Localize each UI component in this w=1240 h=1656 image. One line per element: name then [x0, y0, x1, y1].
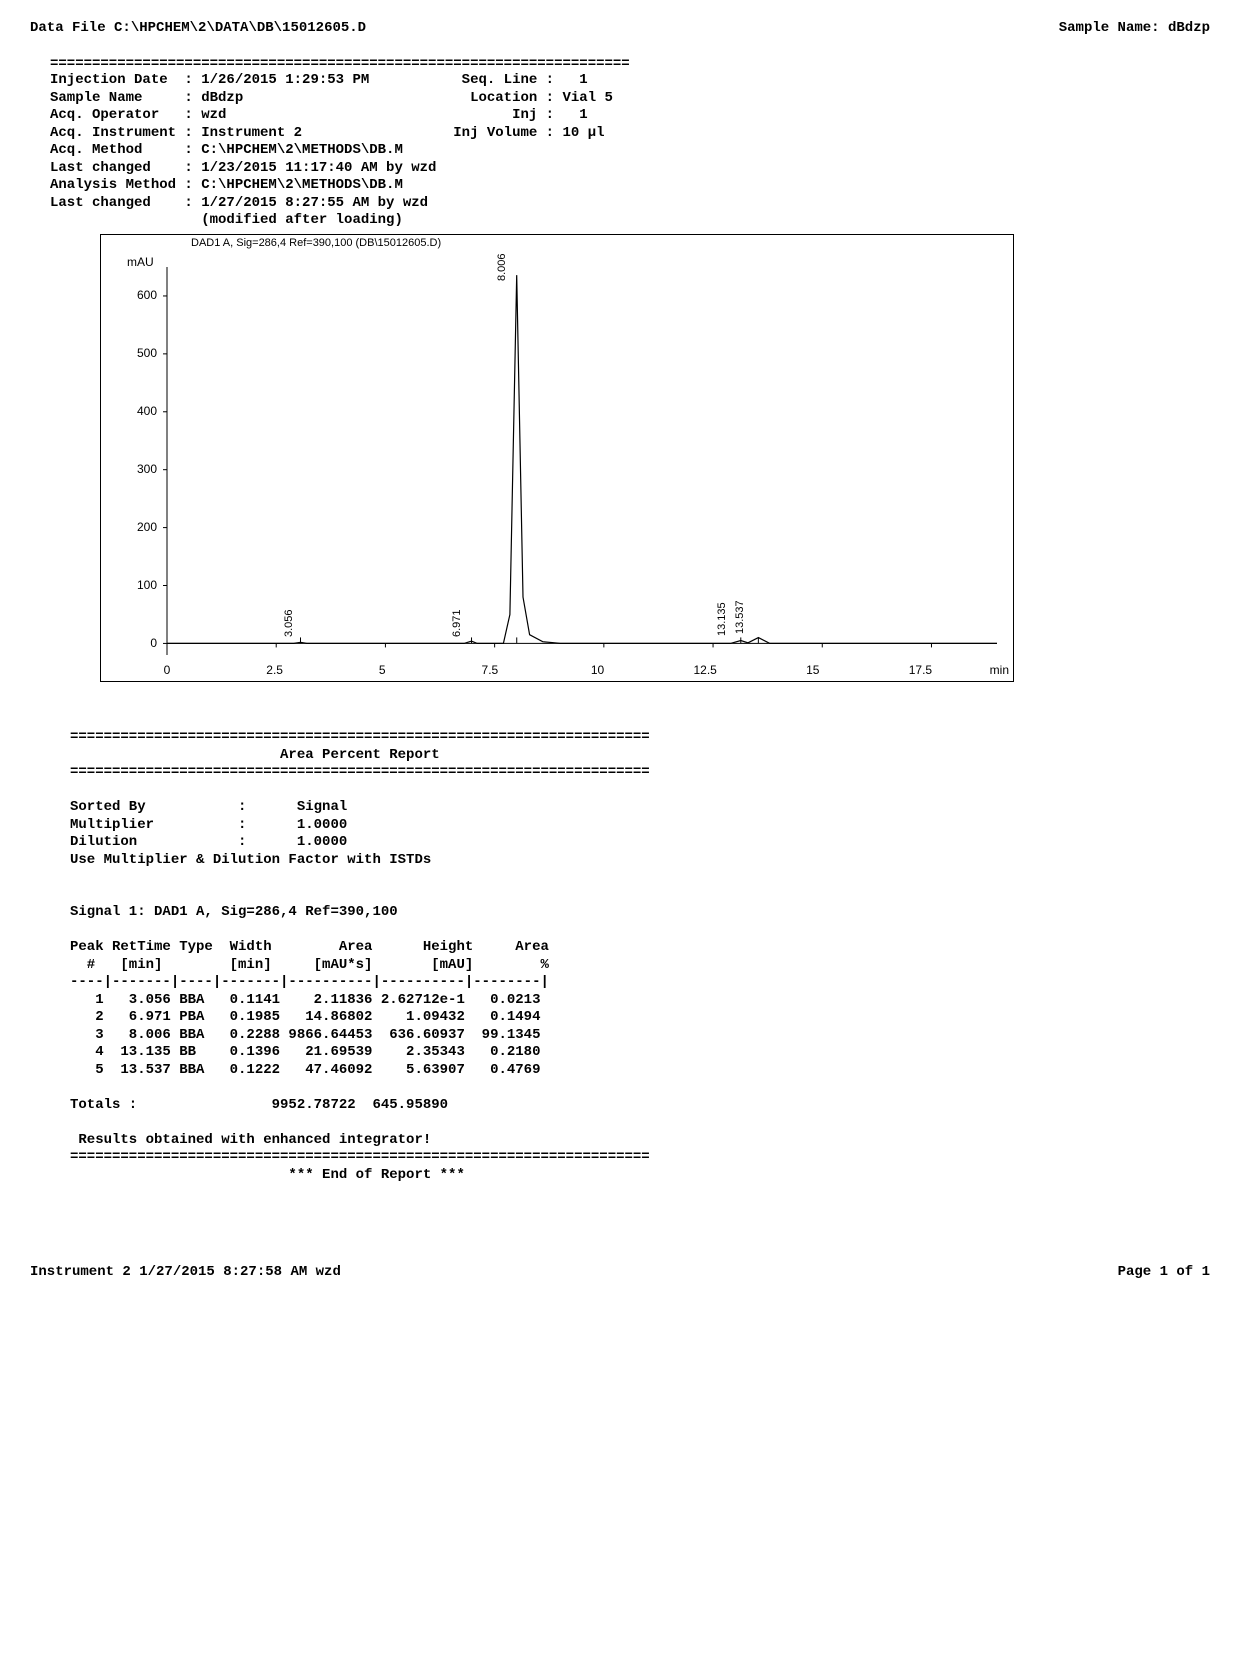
- xtick-label: 10: [591, 663, 604, 677]
- xtick-label: 5: [379, 663, 386, 677]
- ytick-label: 300: [127, 462, 157, 476]
- xtick-label: 17.5: [909, 663, 932, 677]
- sample-name-line: Sample Name: dBdzp: [1059, 20, 1210, 36]
- data-file-label: Data File: [30, 20, 106, 36]
- chart-title: DAD1 A, Sig=286,4 Ref=390,100 (DB\150126…: [191, 237, 441, 249]
- ytick-label: 100: [127, 578, 157, 592]
- chromatogram-trace: [167, 267, 997, 655]
- xtick-label: 7.5: [482, 663, 499, 677]
- peak-rt-label: 13.135: [716, 603, 728, 637]
- ytick-label: 0: [127, 636, 157, 650]
- xtick-label: 2.5: [266, 663, 283, 677]
- footer-right: Page 1 of 1: [1118, 1264, 1210, 1280]
- plot-area: [167, 267, 997, 655]
- xaxis-label: min: [990, 663, 1009, 677]
- area-report-section: ========================================…: [70, 712, 1210, 1185]
- xtick-label: 12.5: [693, 663, 716, 677]
- metadata-block: Injection Date : 1/26/2015 1:29:53 PM Se…: [50, 72, 1210, 230]
- xtick-label: 0: [164, 663, 171, 677]
- peak-rt-label: 8.006: [496, 253, 508, 281]
- yaxis-label: mAU: [127, 255, 154, 269]
- peak-rt-label: 6.971: [451, 609, 463, 637]
- data-file-line: Data File C:\HPCHEM\2\DATA\DB\15012605.D: [30, 20, 366, 36]
- chromatogram-chart: DAD1 A, Sig=286,4 Ref=390,100 (DB\150126…: [100, 234, 1014, 682]
- page-header: Data File C:\HPCHEM\2\DATA\DB\15012605.D…: [30, 20, 1210, 36]
- peak-rt-label: 13.537: [734, 601, 746, 635]
- ytick-label: 600: [127, 288, 157, 302]
- sample-name-value: dBdzp: [1168, 20, 1210, 36]
- ytick-label: 500: [127, 346, 157, 360]
- ytick-label: 400: [127, 404, 157, 418]
- sample-name-label: Sample Name:: [1059, 20, 1160, 36]
- footer-left: Instrument 2 1/27/2015 8:27:58 AM wzd: [30, 1264, 341, 1280]
- data-file-path: C:\HPCHEM\2\DATA\DB\15012605.D: [114, 20, 366, 36]
- chart-inner: mAU min 0 100 200 300 400 500 600 0 2.5 5 7.5 10 12…: [107, 255, 1007, 675]
- page-footer: Instrument 2 1/27/2015 8:27:58 AM wzd Pa…: [30, 1264, 1210, 1280]
- separator: ========================================…: [50, 56, 1210, 72]
- report-body: ========================================…: [50, 56, 1210, 1184]
- peak-rt-label: 3.056: [283, 610, 295, 638]
- ytick-label: 200: [127, 520, 157, 534]
- xtick-label: 15: [806, 663, 819, 677]
